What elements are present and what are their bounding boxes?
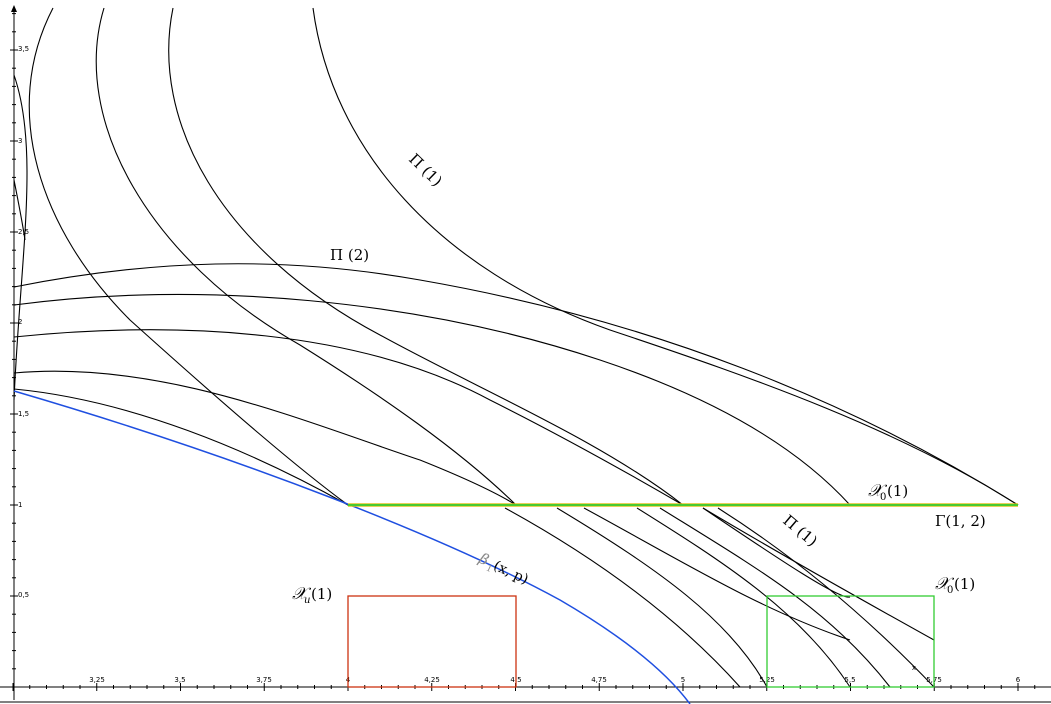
x-tick-label: 4,25 (424, 676, 440, 684)
x0-upper-label: 𝒳 0 (1) (868, 481, 908, 503)
pi1-curve-2 (95, 7, 517, 506)
y-tick-label: 0,5 (18, 591, 29, 599)
x0-upper-sub: 0 (880, 492, 886, 503)
beta-arg: (x, p) (491, 558, 531, 588)
x-tick-label: 3,25 (89, 676, 105, 684)
x-axis (0, 683, 1051, 703)
pi1-curve-0 (13, 74, 28, 401)
lower-curve-5 (659, 507, 891, 688)
pi2-curve-family (13, 263, 1019, 506)
pi1-curve-1 (28, 7, 349, 506)
pi1-curve-3 (168, 7, 684, 506)
pi1-lower-curves (504, 507, 935, 688)
x0-lower-arg: (1) (954, 575, 975, 593)
y-axis-arrow-icon (11, 5, 17, 12)
y-tick-labels: 0,5 1 1,5 2 2,5 3 3,5 (18, 45, 29, 599)
pi2-curve-4 (13, 370, 517, 506)
gamma-label: Γ(1, 2) (935, 512, 986, 530)
lower-curve-2 (556, 507, 768, 688)
annotation-labels: Π (1) Π (2) 𝒳 0 (1) Γ(1, 2) Π (1) β 1 (x… (292, 150, 986, 606)
beta-sub: 1 (484, 564, 493, 575)
pi1-curve-family (13, 7, 1019, 506)
pi1-curve-outer (312, 7, 1019, 506)
x-tick-label: 3,5 (174, 676, 185, 684)
x-axis-name: x (912, 664, 916, 672)
pi1-lower-label: Π (1) (779, 511, 821, 550)
pi2-curve-2 (13, 293, 851, 506)
x0-region-box (766, 595, 935, 688)
y-tick-label: 1,5 (18, 410, 29, 418)
beta1-boundary-curve (13, 390, 691, 704)
pi1-curve-stub (13, 179, 26, 241)
x0-lower-label: 𝒳 0 (1) (935, 574, 975, 596)
x-tick-label: 5 (681, 676, 685, 684)
xu-region-box (347, 595, 517, 688)
y-axis (10, 5, 18, 700)
pi2-curve-3 (13, 329, 684, 506)
y-tick-label: 1 (18, 501, 22, 509)
x0-upper-arg: (1) (887, 482, 908, 500)
lower-curve-8 (717, 507, 935, 688)
y-tick-label: 3 (18, 137, 22, 145)
pi2-label: Π (2) (330, 246, 369, 264)
x-tick-labels: 3,25 3,5 3,75 4 4,25 4,5 4,75 5 5,25 5,5… (89, 664, 1021, 684)
lower-curve-1 (504, 507, 741, 688)
x0-lower-sub: 0 (947, 585, 953, 596)
xu-arg: (1) (311, 585, 332, 603)
y-tick-label: 2 (18, 318, 22, 326)
xu-sub: u (304, 595, 310, 606)
x-tick-label: 6 (1016, 676, 1021, 684)
pi1-upper-label: Π (1) (405, 150, 446, 190)
lower-curve-3 (583, 507, 851, 641)
xu-label: 𝒳 u (1) (292, 584, 332, 606)
beta1-label: β 1 (x, p) (475, 549, 531, 588)
x-tick-label: 4,75 (591, 676, 607, 684)
lower-curve-4 (636, 507, 851, 688)
x-tick-label: 5,5 (844, 676, 855, 684)
y-tick-label: 3,5 (18, 45, 29, 53)
pi2-curve-top (13, 263, 1019, 506)
pi2-curve-5 (13, 388, 349, 506)
lower-curve-7 (702, 507, 935, 641)
x-tick-label: 3,75 (256, 676, 272, 684)
